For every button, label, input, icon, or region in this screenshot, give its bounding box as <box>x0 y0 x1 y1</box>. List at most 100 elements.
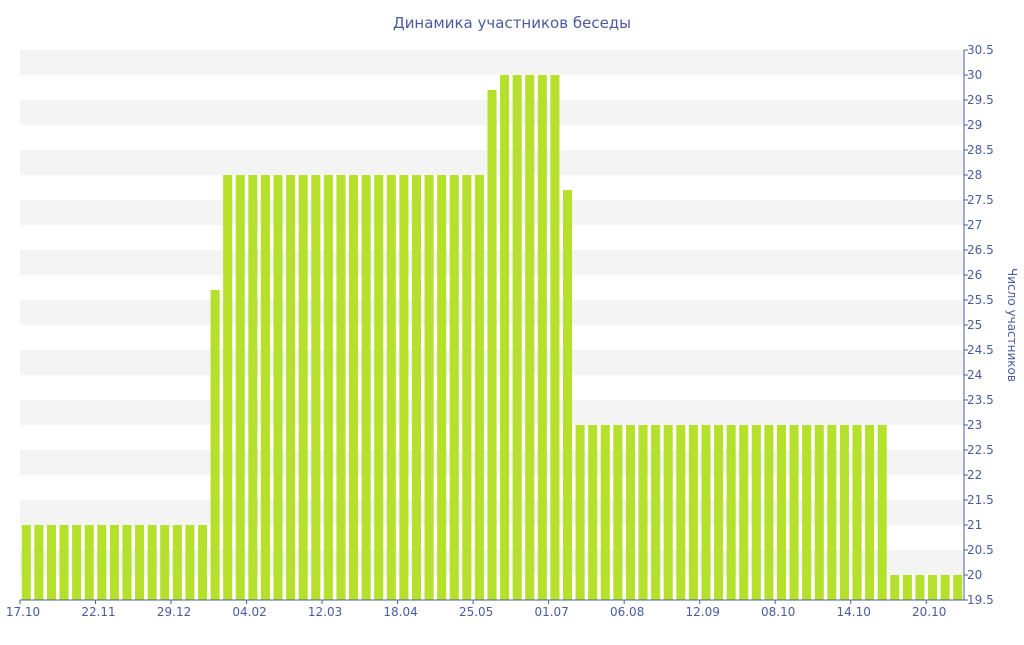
x-tick-label: 04.02 <box>232 605 266 619</box>
bar <box>185 525 195 600</box>
bar <box>839 425 849 600</box>
bar <box>726 425 736 600</box>
y-tick-label: 29 <box>967 118 982 132</box>
bar <box>462 175 472 600</box>
bar <box>877 425 887 600</box>
bar <box>651 425 661 600</box>
chart-title: Динамика участников беседы <box>393 14 631 32</box>
bar <box>663 425 673 600</box>
bar <box>59 525 69 600</box>
bar <box>953 575 963 600</box>
x-tick-label: 22.11 <box>81 605 115 619</box>
y-tick-label: 24.5 <box>967 343 994 357</box>
bar <box>676 425 686 600</box>
y-tick-label: 22 <box>967 468 982 482</box>
y-tick-label: 22.5 <box>967 443 994 457</box>
x-tick-label: 14.10 <box>837 605 871 619</box>
bar <box>500 75 510 600</box>
bar <box>890 575 900 600</box>
bar <box>714 425 724 600</box>
y-tick-label: 29.5 <box>967 93 994 107</box>
grid-band <box>20 50 964 75</box>
y-axis-label: Число участников <box>1005 268 1019 382</box>
x-tick-label: 01.07 <box>534 605 568 619</box>
bar <box>865 425 875 600</box>
bar <box>260 175 270 600</box>
bar <box>248 175 258 600</box>
bar <box>286 175 296 600</box>
bar <box>625 425 635 600</box>
x-axis-ticks: 17.10 22.11 29.12 04.02 12.03 18.04 25.05 01.07… <box>6 600 946 619</box>
bar <box>223 175 233 600</box>
bar <box>97 525 107 600</box>
bar <box>72 525 82 600</box>
y-tick-label: 26.5 <box>967 243 994 257</box>
y-tick-label: 23 <box>967 418 982 432</box>
x-tick-label: 12.09 <box>686 605 720 619</box>
bar <box>147 525 157 600</box>
bar <box>940 575 950 600</box>
y-axis-ticks: 19.5 20 20.5 21 21.5 22 22.5 23 23.5 24 24.5 25 25.5… <box>964 43 994 607</box>
y-tick-label: 27 <box>967 218 982 232</box>
bar <box>122 525 132 600</box>
bars <box>21 75 963 600</box>
bar <box>525 75 535 600</box>
y-tick-label: 20.5 <box>967 543 994 557</box>
bar <box>776 425 787 600</box>
bar <box>386 175 396 600</box>
bar <box>814 425 824 600</box>
y-tick-label: 25 <box>967 318 982 332</box>
x-tick-label: 17.10 <box>6 605 40 619</box>
bar <box>638 425 648 600</box>
bar <box>336 175 346 600</box>
bar <box>109 525 119 600</box>
x-tick-label: 12.03 <box>308 605 342 619</box>
bar <box>172 525 182 600</box>
bar <box>688 425 698 600</box>
bar <box>827 425 837 600</box>
bar <box>537 75 547 600</box>
bar <box>802 425 812 600</box>
bar <box>197 525 208 600</box>
bar <box>902 575 912 600</box>
bar <box>789 425 799 600</box>
bar <box>852 425 862 600</box>
bar <box>764 425 774 600</box>
bar <box>135 525 145 600</box>
bar <box>273 175 283 600</box>
bar <box>361 175 371 600</box>
y-tick-label: 20 <box>967 568 982 582</box>
y-tick-label: 30.5 <box>967 43 994 57</box>
bar <box>739 425 749 600</box>
y-tick-label: 28.5 <box>967 143 994 157</box>
x-tick-label: 29.12 <box>157 605 191 619</box>
bar <box>160 525 170 600</box>
bar <box>349 175 359 600</box>
x-tick-label: 08.10 <box>761 605 795 619</box>
bar <box>411 175 422 600</box>
bar <box>424 175 434 600</box>
bar <box>437 175 447 600</box>
bar <box>575 425 585 600</box>
y-tick-label: 25.5 <box>967 293 994 307</box>
x-tick-label: 25.05 <box>459 605 493 619</box>
bar <box>235 175 245 600</box>
y-tick-label: 21.5 <box>967 493 994 507</box>
y-tick-label: 27.5 <box>967 193 994 207</box>
bar <box>487 90 497 600</box>
bar <box>34 525 44 600</box>
bar <box>751 425 761 600</box>
bar <box>46 525 56 600</box>
bar <box>928 575 938 600</box>
y-tick-label: 23.5 <box>967 393 994 407</box>
x-tick-label: 20.10 <box>912 605 946 619</box>
bar <box>311 175 321 600</box>
bar <box>399 175 409 600</box>
y-tick-label: 30 <box>967 68 982 82</box>
bar <box>298 175 308 600</box>
bar <box>701 425 711 600</box>
bar <box>210 290 220 600</box>
y-tick-label: 28 <box>967 168 982 182</box>
